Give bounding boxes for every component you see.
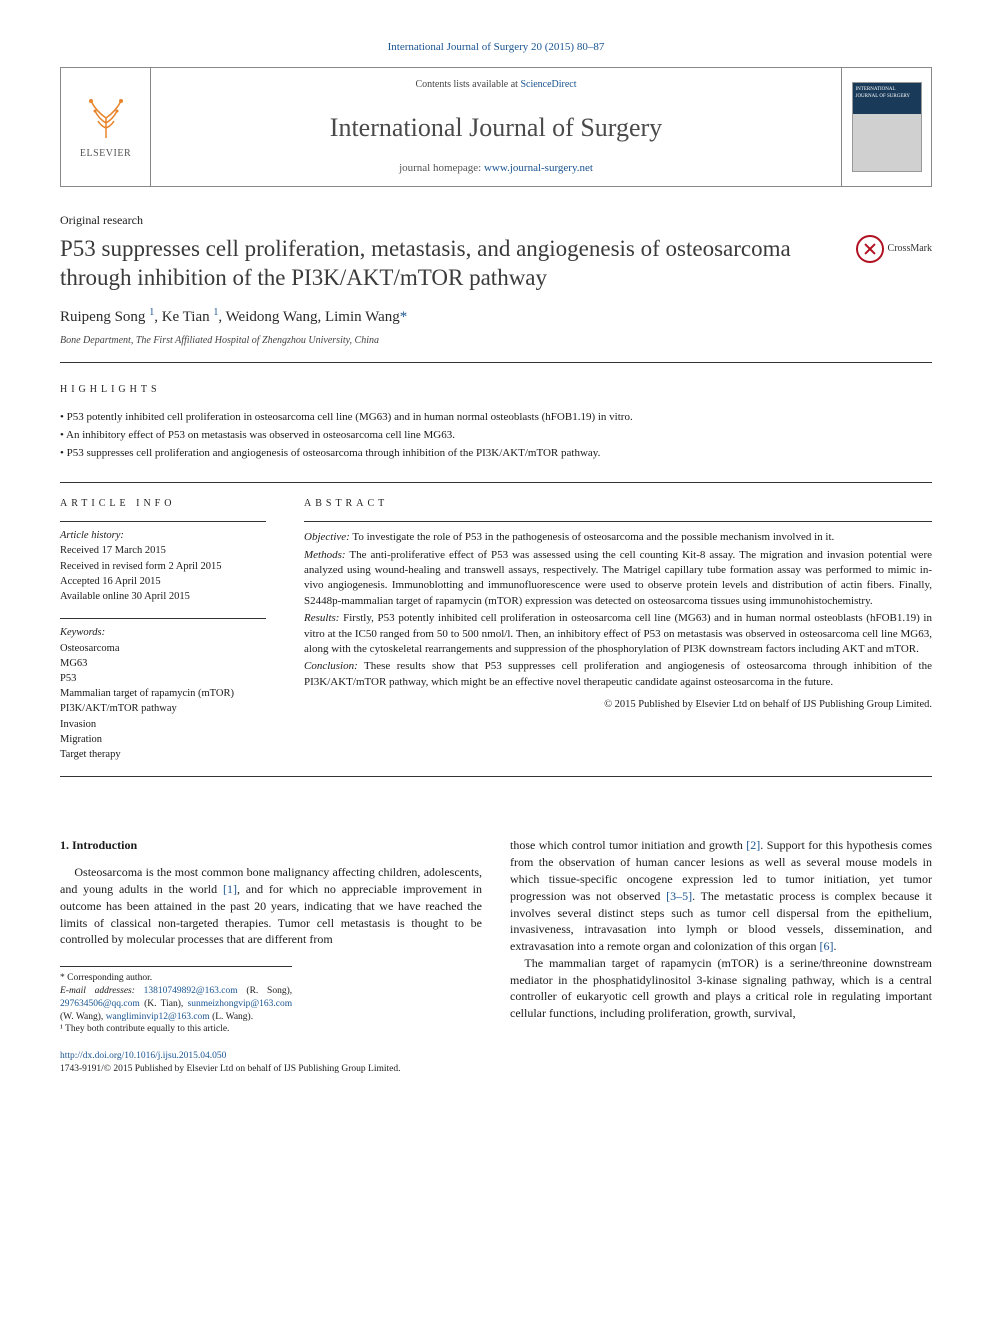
- intro-p2a: those which control tumor initiation and…: [510, 838, 746, 852]
- doi-link[interactable]: http://dx.doi.org/10.1016/j.ijsu.2015.04…: [60, 1051, 226, 1061]
- article-info-column: ARTICLE INFO Article history: Received 1…: [60, 483, 280, 776]
- article-history: Article history: Received 17 March 2015 …: [60, 521, 266, 604]
- history-accepted: Accepted 16 April 2015: [60, 574, 266, 589]
- homepage-prefix: journal homepage:: [399, 162, 484, 174]
- rule: [60, 362, 932, 363]
- intro-p2: those which control tumor initiation and…: [510, 837, 932, 955]
- keywords-label: Keywords:: [60, 625, 266, 640]
- footnotes: * Corresponding author. E-mail addresses…: [60, 966, 292, 1036]
- contribution-note: ¹ They both contribute equally to this a…: [60, 1023, 292, 1036]
- corresponding-note: * Corresponding author.: [60, 972, 292, 985]
- body-column-left: 1. Introduction Osteosarcoma is the most…: [60, 837, 482, 1076]
- history-online: Available online 30 April 2015: [60, 589, 266, 604]
- keyword-item: Invasion: [60, 717, 266, 732]
- history-label: Article history:: [60, 528, 266, 543]
- publisher-label: ELSEVIER: [80, 147, 131, 161]
- email-4-name: (L. Wang).: [212, 1012, 253, 1022]
- highlights-list: P53 potently inhibited cell proliferatio…: [60, 409, 932, 462]
- ref-2[interactable]: [2]: [746, 838, 760, 852]
- keyword-item: Migration: [60, 732, 266, 747]
- results-label: Results:: [304, 612, 339, 624]
- email-addresses: E-mail addresses: 13810749892@163.com (R…: [60, 985, 292, 1023]
- abstract-label: ABSTRACT: [304, 497, 932, 511]
- keyword-item: Mammalian target of rapamycin (mTOR): [60, 686, 266, 701]
- authors: Ruipeng Song 1, Ke Tian 1, Weidong Wang,…: [60, 306, 932, 328]
- keyword-item: P53: [60, 671, 266, 686]
- homepage-line: journal homepage: www.journal-surgery.ne…: [159, 161, 833, 176]
- cover-thumbnail-cell: INTERNATIONAL JOURNAL OF SURGERY: [841, 68, 931, 186]
- keywords-block: Keywords: OsteosarcomaMG63P53Mammalian t…: [60, 618, 266, 762]
- email-2[interactable]: 297634506@qq.com: [60, 999, 140, 1009]
- highlight-item: P53 suppresses cell proliferation and an…: [60, 445, 932, 463]
- body-column-right: those which control tumor initiation and…: [510, 837, 932, 1076]
- issn-copyright: 1743-9191/© 2015 Published by Elsevier L…: [60, 1063, 482, 1076]
- doi-block: http://dx.doi.org/10.1016/j.ijsu.2015.04…: [60, 1050, 482, 1077]
- email-label: E-mail addresses:: [60, 986, 135, 996]
- email-3[interactable]: sunmeizhongvip@163.com: [188, 999, 293, 1009]
- journal-header: ELSEVIER Contents lists available at Sci…: [60, 67, 932, 187]
- email-3-name: (W. Wang),: [60, 1012, 103, 1022]
- email-4[interactable]: wangliminvip12@163.com: [106, 1012, 210, 1022]
- highlight-item: An inhibitory effect of P53 on metastasi…: [60, 427, 932, 445]
- contents-prefix: Contents lists available at: [415, 79, 520, 90]
- article-type: Original research: [60, 212, 932, 229]
- sciencedirect-link[interactable]: ScienceDirect: [520, 79, 576, 90]
- keyword-item: MG63: [60, 656, 266, 671]
- methods-label: Methods:: [304, 549, 346, 561]
- cover-thumbnail: INTERNATIONAL JOURNAL OF SURGERY: [852, 82, 922, 172]
- crossmark-badge[interactable]: CrossMark: [856, 235, 932, 263]
- keyword-item: Target therapy: [60, 747, 266, 762]
- intro-p1: Osteosarcoma is the most common bone mal…: [60, 864, 482, 948]
- objective-label: Objective:: [304, 531, 350, 543]
- highlights-label: HIGHLIGHTS: [60, 383, 932, 397]
- homepage-link[interactable]: www.journal-surgery.net: [484, 162, 593, 174]
- publisher-logo-cell: ELSEVIER: [61, 68, 151, 186]
- highlight-item: P53 potently inhibited cell proliferatio…: [60, 409, 932, 427]
- journal-name: International Journal of Surgery: [159, 110, 833, 146]
- affiliation: Bone Department, The First Affiliated Ho…: [60, 334, 932, 348]
- keyword-item: PI3K/AKT/mTOR pathway: [60, 701, 266, 716]
- email-1[interactable]: 13810749892@163.com: [144, 986, 238, 996]
- crossmark-icon: [856, 235, 884, 263]
- conclusion-label: Conclusion:: [304, 660, 358, 672]
- article-title: P53 suppresses cell proliferation, metas…: [60, 235, 836, 293]
- ref-1[interactable]: [1]: [223, 882, 237, 896]
- history-revised: Received in revised form 2 April 2015: [60, 559, 266, 574]
- abstract-column: ABSTRACT Objective: To investigate the r…: [280, 483, 932, 776]
- conclusion-text: These results show that P53 suppresses c…: [304, 660, 932, 687]
- article-info-label: ARTICLE INFO: [60, 497, 266, 511]
- keyword-item: Osteosarcoma: [60, 641, 266, 656]
- email-2-name: (K. Tian),: [144, 999, 183, 1009]
- history-received: Received 17 March 2015: [60, 543, 266, 558]
- intro-p2d: .: [833, 939, 836, 953]
- ref-6[interactable]: [6]: [819, 939, 833, 953]
- objective-text: To investigate the role of P53 in the pa…: [350, 531, 834, 543]
- email-1-name: (R. Song),: [246, 986, 292, 996]
- ref-3-5[interactable]: [3–5]: [666, 889, 692, 903]
- crossmark-label: CrossMark: [888, 242, 932, 256]
- elsevier-tree-icon: [81, 93, 131, 143]
- intro-heading: 1. Introduction: [60, 837, 482, 854]
- results-text: Firstly, P53 potently inhibited cell pro…: [304, 612, 932, 655]
- intro-p3: The mammalian target of rapamycin (mTOR)…: [510, 955, 932, 1022]
- citation-line: International Journal of Surgery 20 (201…: [60, 40, 932, 55]
- contents-line: Contents lists available at ScienceDirec…: [159, 78, 833, 92]
- abstract-copyright: © 2015 Published by Elsevier Ltd on beha…: [304, 698, 932, 713]
- methods-text: The anti-proliferative effect of P53 was…: [304, 549, 932, 607]
